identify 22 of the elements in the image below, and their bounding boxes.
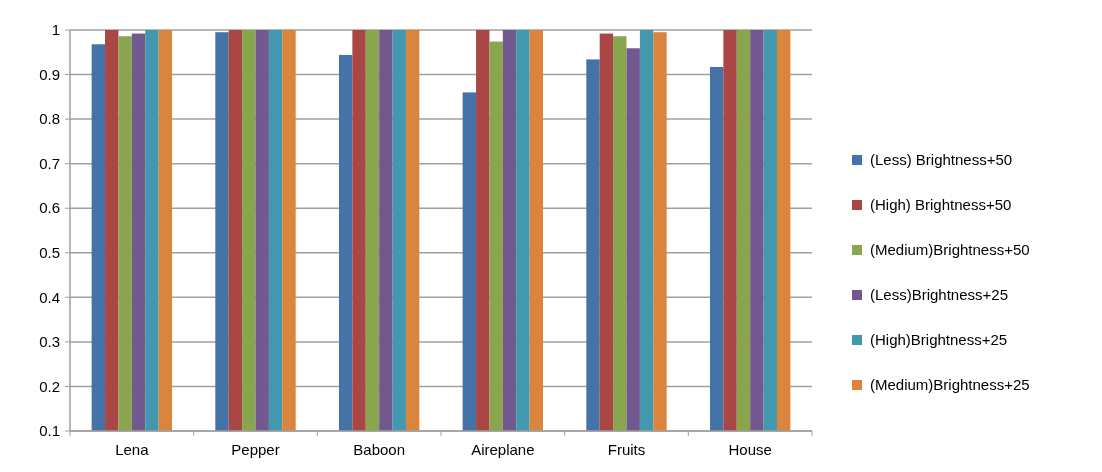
x-tick-label: Baboon xyxy=(353,441,406,458)
y-tick-label: 0.6 xyxy=(39,199,60,217)
legend-label: (Medium)Brightness+25 xyxy=(870,376,1030,394)
y-tick-label: 0.2 xyxy=(39,377,60,395)
x-tick-label: Lena xyxy=(115,441,150,458)
x-tick-label: Pepper xyxy=(231,441,280,458)
x-tick-label: Fruits xyxy=(607,441,646,458)
y-tick-label: 0.5 xyxy=(39,244,60,262)
y-tick-label: 0.8 xyxy=(39,110,60,128)
legend-label: (Less)Brightness+25 xyxy=(870,286,1008,304)
legend-label: (High) Brightness+50 xyxy=(870,196,1012,214)
legend-label: (Medium)Brightness+50 xyxy=(870,241,1030,259)
legend-label: (High)Brightness+25 xyxy=(870,331,1008,349)
y-tick-label: 0.7 xyxy=(39,154,60,172)
y-tick-label: 0.1 xyxy=(39,422,60,440)
x-tick-label: Aireplane xyxy=(471,441,535,458)
legend-label: (Less) Brightness+50 xyxy=(870,151,1013,169)
y-tick-label: 0.9 xyxy=(39,65,60,83)
y-tick-label: 1 xyxy=(51,21,60,39)
y-tick-label: 0.3 xyxy=(39,333,60,351)
x-tick-label: House xyxy=(728,441,772,458)
y-tick-label: 0.4 xyxy=(39,288,60,306)
